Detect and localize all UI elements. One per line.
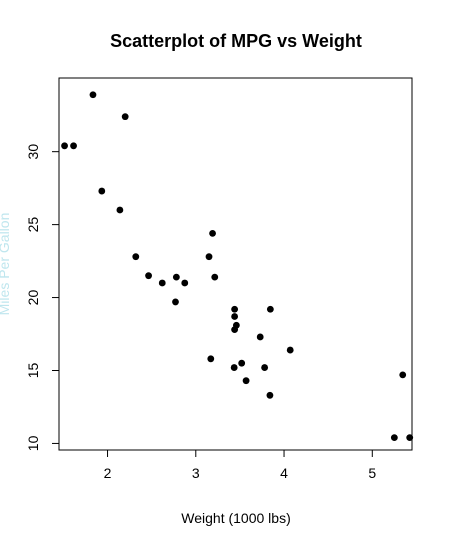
y-axis: 10 15 20 25 30	[25, 144, 59, 451]
data-point	[286, 346, 294, 354]
y-tick-label: 15	[25, 362, 41, 378]
data-point	[230, 364, 238, 371]
data-point	[231, 326, 239, 334]
data-points	[61, 91, 414, 441]
y-tick-label: 10	[25, 435, 41, 451]
data-point	[231, 305, 239, 313]
y-tick-label: 20	[25, 290, 41, 306]
data-point	[238, 359, 246, 367]
data-point	[181, 279, 189, 287]
plot-frame	[58, 77, 413, 451]
data-point	[116, 206, 124, 214]
data-point	[399, 371, 407, 379]
y-tick-label: 30	[25, 144, 41, 160]
x-axis-label: Weight (1000 lbs)	[181, 510, 290, 526]
data-point	[390, 434, 398, 441]
data-point	[242, 377, 250, 385]
data-point	[158, 279, 166, 287]
x-tick-label: 3	[192, 465, 200, 481]
data-point	[406, 434, 414, 441]
data-point	[61, 142, 68, 150]
data-point	[209, 229, 216, 237]
x-axis: 2 3 4 5	[104, 450, 376, 481]
data-point	[231, 313, 239, 320]
x-tick-label: 2	[104, 465, 112, 481]
data-point	[266, 305, 274, 313]
chart-title: Scatterplot of MPG vs Weight	[110, 31, 362, 51]
data-point	[132, 253, 140, 261]
data-point	[98, 187, 106, 195]
data-point	[172, 273, 180, 281]
data-point	[261, 364, 269, 371]
data-point	[89, 91, 97, 99]
data-point	[205, 253, 213, 261]
data-point	[172, 298, 179, 306]
data-point	[207, 355, 215, 363]
data-point	[145, 272, 152, 280]
y-tick-label: 25	[25, 217, 41, 233]
data-point	[256, 333, 264, 341]
data-point	[211, 273, 219, 281]
x-tick-label: 4	[280, 465, 288, 481]
y-axis-label: Miles Per Gallon	[0, 213, 12, 316]
data-point	[266, 391, 274, 399]
data-point	[70, 142, 77, 150]
data-point	[121, 113, 129, 121]
x-tick-label: 5	[368, 465, 376, 481]
